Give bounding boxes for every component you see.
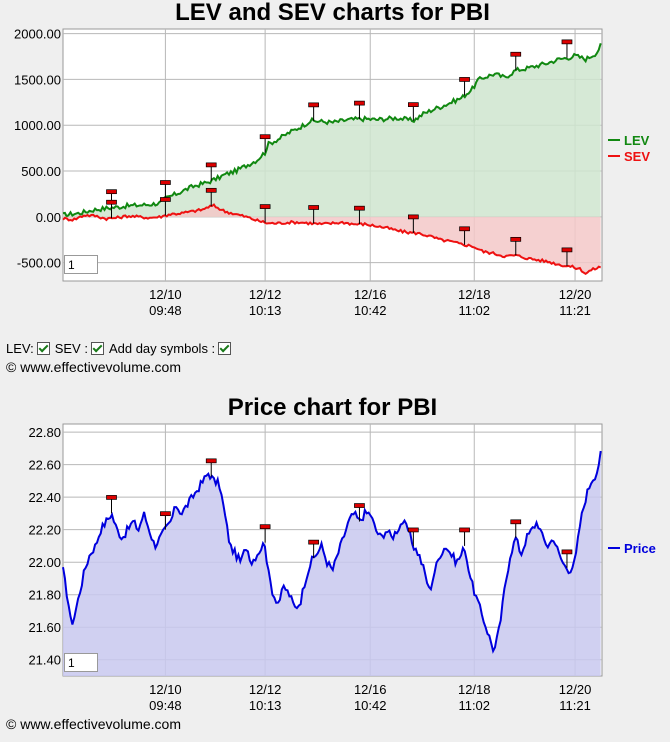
day-marker-flag (459, 226, 470, 232)
x-tick-time: 11:21 (559, 698, 591, 713)
x-tick-date: 12/16 (354, 682, 387, 697)
x-tick-date: 12/10 (149, 682, 182, 697)
lev-checkbox[interactable] (36, 342, 50, 355)
sev-checkbox[interactable] (90, 342, 104, 355)
day-marker-flag (354, 100, 365, 106)
series-area-price (63, 451, 601, 676)
y-tick-label: 2000.00 (14, 27, 61, 42)
day-marker-flag (510, 236, 522, 242)
copyright-top: © www.effectivevolume.com (6, 359, 182, 375)
y-tick-label: 22.20 (28, 523, 61, 538)
x-tick-time: 11:02 (458, 303, 490, 318)
day-marker-flag (308, 102, 319, 108)
legend-label: Price (624, 541, 656, 556)
day-marker-flag (259, 134, 271, 140)
y-tick-label: 22.60 (28, 458, 61, 473)
y-tick-label: 21.80 (28, 588, 61, 603)
day-symbols-label: Add day symbols : (108, 341, 216, 356)
legend-label: LEV (624, 133, 650, 148)
day-marker-flag (259, 524, 271, 530)
day-marker-flag (510, 519, 522, 525)
day-marker-flag (561, 549, 573, 555)
y-tick-label: -500.00 (17, 256, 61, 271)
series-line-sev (62, 203, 602, 275)
x-tick-time: 09:48 (149, 698, 182, 713)
day-marker-flag (408, 527, 419, 533)
day-marker-flag (308, 539, 319, 545)
x-tick-time: 11:21 (559, 303, 591, 318)
day-marker-flag (205, 162, 217, 168)
lev-sev-zoom-input[interactable]: 1 (64, 255, 98, 274)
series-area-lev (63, 43, 601, 217)
series-area-sev (63, 204, 601, 274)
day-marker-flag (160, 197, 171, 202)
day-marker-flag (205, 187, 217, 193)
copyright-bottom: © www.effectivevolume.com (6, 716, 182, 732)
day-marker-flag (106, 199, 117, 205)
day-marker-flag (459, 77, 470, 82)
day-marker-flag (160, 180, 171, 185)
x-tick-time: 10:42 (354, 303, 387, 318)
y-tick-label: 0.00 (36, 210, 61, 225)
day-marker-flag (308, 205, 319, 210)
series-line-lev (62, 43, 602, 219)
y-tick-label: 21.40 (28, 653, 61, 668)
x-tick-date: 12/20 (559, 287, 592, 302)
x-tick-date: 12/12 (249, 287, 282, 302)
x-tick-time: 10:13 (249, 698, 282, 713)
day-marker-flag (354, 503, 365, 508)
day-marker-flag (160, 511, 171, 517)
series-line-price (62, 450, 602, 654)
chart-title: Price chart for PBI (228, 394, 437, 421)
day-marker-flag (510, 51, 522, 57)
day-marker-flag (106, 495, 117, 500)
price-chart: Price chart for PBI 21.40 21.60 21.80 22.00 2… (28, 394, 655, 713)
day-marker-flag (106, 189, 117, 195)
x-tick-date: 12/20 (559, 682, 592, 697)
y-tick-label: 1500.00 (14, 72, 61, 87)
day-marker-flag (459, 527, 470, 533)
y-tick-label: 22.40 (28, 490, 61, 505)
x-tick-date: 12/18 (458, 287, 491, 302)
price-zoom-input[interactable]: 1 (64, 653, 98, 672)
x-tick-time: 10:42 (354, 698, 387, 713)
lev-toggle-label: LEV: (6, 341, 34, 356)
day-marker-flag (259, 204, 271, 209)
day-symbols-checkbox[interactable] (218, 342, 232, 355)
x-tick-date: 12/12 (249, 682, 282, 697)
y-tick-label: 21.60 (28, 620, 61, 635)
day-marker-flag (561, 39, 573, 45)
day-marker-flag (408, 214, 419, 220)
y-tick-label: 1000.00 (14, 118, 61, 133)
sev-toggle-label: SEV : (54, 341, 88, 356)
chart-title: LEV and SEV charts for PBI (175, 0, 490, 26)
legend-label: SEV (624, 149, 650, 164)
x-tick-date: 12/16 (354, 287, 387, 302)
chart-controls: LEV: SEV : Add day symbols : (6, 341, 233, 356)
day-marker-flag (205, 458, 217, 464)
x-tick-time: 10:13 (249, 303, 282, 318)
day-marker-flag (561, 247, 573, 253)
x-tick-date: 12/10 (149, 287, 182, 302)
y-tick-label: 22.00 (28, 555, 61, 570)
y-tick-label: 22.80 (28, 425, 61, 440)
x-tick-time: 11:02 (458, 698, 490, 713)
day-marker-flag (354, 205, 365, 211)
x-tick-time: 09:48 (149, 303, 182, 318)
x-tick-date: 12/18 (458, 682, 491, 697)
day-marker-flag (408, 102, 419, 107)
y-tick-label: 500.00 (21, 164, 61, 179)
lev-sev-chart: LEV and SEV charts for PBI -500.00 0.00 500… (14, 0, 650, 318)
